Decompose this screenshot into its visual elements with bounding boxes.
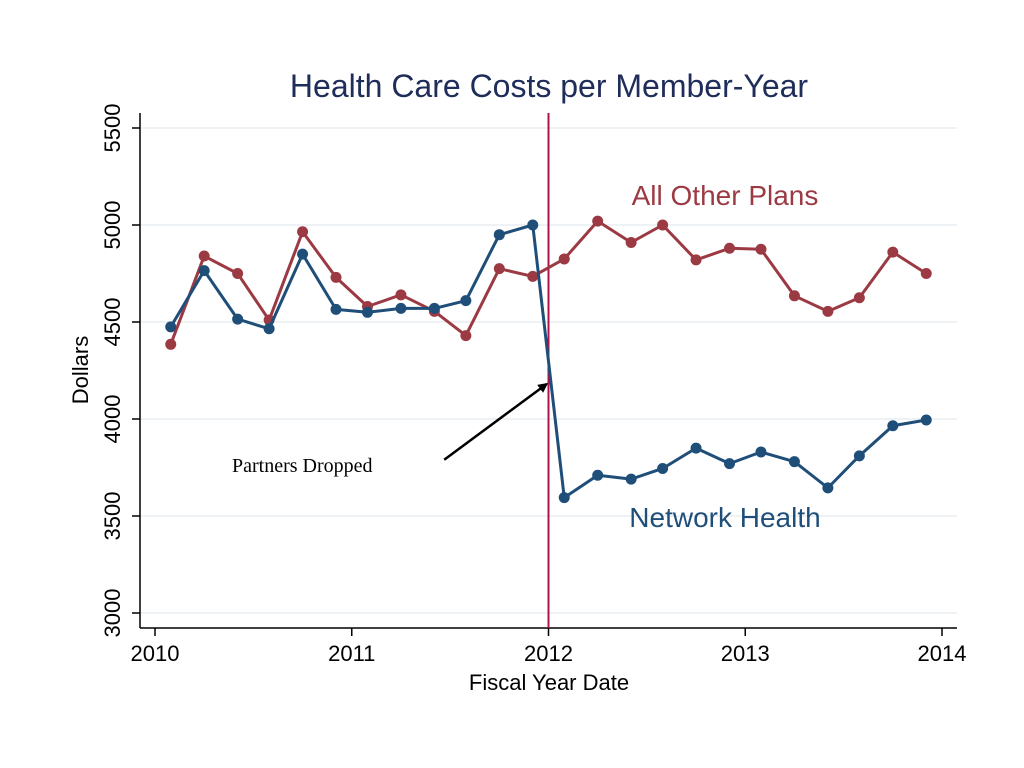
data-point-network-health [887,420,899,432]
data-point-all-other-plans [592,215,604,227]
y-tick-label-3500: 3500 [100,492,125,541]
x-tick-label-2010: 2010 [131,641,180,666]
data-point-all-other-plans [165,338,177,350]
data-point-network-health [263,323,275,335]
data-point-all-other-plans [330,271,342,283]
data-point-network-health [920,414,932,426]
y-tick-label-5500: 5500 [100,104,125,153]
data-point-network-health [361,306,373,318]
data-point-network-health [330,303,342,315]
data-point-network-health [527,219,539,231]
data-point-all-other-plans [232,268,244,279]
chart-title: Health Care Costs per Member-Year [290,68,808,104]
data-point-all-other-plans [625,236,637,248]
x-tick-label-2013: 2013 [721,641,770,666]
y-tick-label-4000: 4000 [100,395,125,444]
annotation-text: Partners Dropped [232,455,373,477]
data-point-all-other-plans [297,226,309,238]
data-point-all-other-plans [853,292,865,304]
x-axis-label: Fiscal Year Date [469,670,629,695]
series-line-all-other-plans [169,219,928,345]
data-point-all-other-plans [460,330,472,342]
data-point-network-health [853,450,865,462]
data-point-network-health [690,442,702,454]
y-tick-label-3000: 3000 [100,589,125,638]
data-point-network-health [460,295,472,307]
data-point-network-health [297,248,309,260]
data-point-all-other-plans [657,219,669,231]
series-group [165,215,932,504]
x-tick-label-2012: 2012 [524,641,573,666]
x-tick-label-2011: 2011 [328,641,375,666]
data-point-all-other-plans [724,242,736,254]
data-point-network-health [558,492,570,504]
data-point-all-other-plans [690,254,702,266]
annotation-arrow [443,382,549,461]
data-point-network-health [428,302,440,314]
y-axis-label: Dollars [68,336,93,404]
data-point-network-health [198,265,210,277]
y-tick-label-4500: 4500 [100,298,125,347]
data-point-network-health [724,458,736,470]
y-tick-label-5000: 5000 [100,201,125,250]
data-point-network-health [592,469,604,481]
data-point-all-other-plans [887,246,899,258]
data-point-all-other-plans [755,243,767,255]
data-point-all-other-plans [920,268,932,279]
data-point-network-health [755,446,767,458]
series-label-network-health: Network Health [629,502,820,533]
data-point-all-other-plans [198,250,210,262]
y-ticks: 3000 3500 4000 4500 5000 5500 [100,104,140,638]
data-point-network-health [232,313,244,325]
data-point-all-other-plans [822,305,834,317]
data-point-all-other-plans [395,289,407,301]
data-point-network-health [788,456,800,468]
data-point-network-health [657,462,669,474]
data-point-all-other-plans [558,253,570,265]
x-ticks: 2010 2011 2012 2013 2014 [131,628,967,666]
data-point-all-other-plans [493,263,505,275]
data-point-all-other-plans [527,270,539,282]
data-point-network-health [822,482,834,494]
x-tick-label-2014: 2014 [918,641,967,666]
data-point-network-health [395,302,407,314]
series-line-network-health [169,223,927,500]
data-point-network-health [165,321,177,333]
series-label-all-other-plans: All Other Plans [632,180,819,211]
data-point-all-other-plans [788,290,800,302]
data-point-network-health [493,229,505,241]
data-point-network-health [625,473,637,485]
